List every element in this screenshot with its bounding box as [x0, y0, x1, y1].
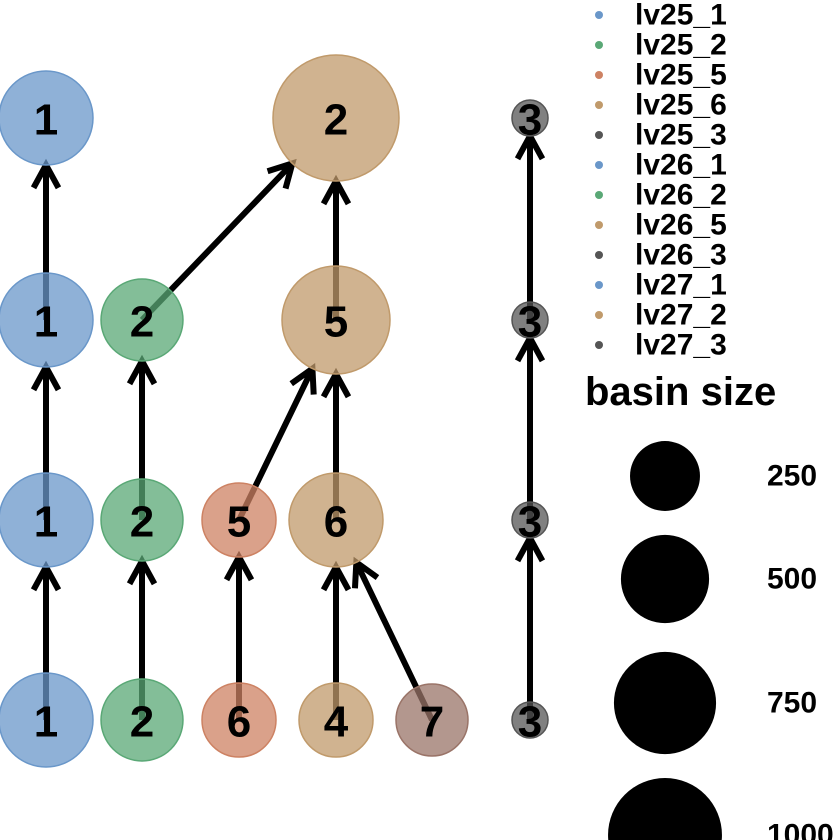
legend-dot — [595, 191, 603, 199]
node-label: 4 — [324, 698, 349, 747]
node-label: 3 — [518, 298, 542, 347]
node-circle — [0, 672, 94, 768]
node-label: 2 — [130, 698, 154, 747]
legend-dot — [595, 161, 603, 169]
nodes: 1 2 3 1 2 5 3 1 2 5 6 3 1 2 6 4 7 3 — [0, 54, 549, 768]
legend-label: lv25_3 — [635, 119, 727, 152]
node-label: 1 — [34, 498, 58, 547]
legend-dot — [595, 11, 603, 19]
size-key-label: 1000 — [767, 819, 834, 840]
node-label: 5 — [324, 298, 348, 347]
size-key — [630, 441, 700, 511]
node-label: 6 — [324, 498, 348, 547]
node-label: 2 — [130, 498, 154, 547]
legend-dot — [595, 281, 603, 289]
node-circle — [100, 678, 184, 762]
legend-dot — [595, 311, 603, 319]
node-circle — [395, 683, 469, 757]
node-label: 1 — [34, 698, 58, 747]
legend-dot — [595, 341, 603, 349]
legend-label: lv26_3 — [635, 239, 727, 272]
node-circle — [511, 301, 549, 339]
legend-label: lv27_2 — [635, 299, 727, 332]
size-legend-title: basin size — [585, 370, 776, 414]
legend-label: lv25_5 — [635, 59, 727, 92]
node-circle — [0, 272, 94, 368]
edge-arrow — [514, 331, 546, 520]
legend-dot — [595, 251, 603, 259]
edge-arrow — [514, 531, 546, 720]
node-circle — [281, 265, 391, 375]
legend-dot — [595, 221, 603, 229]
node-circle — [100, 478, 184, 562]
node-label: 7 — [420, 698, 444, 747]
node-circle — [288, 472, 384, 568]
legend-label: lv25_2 — [635, 29, 727, 62]
node-label: 3 — [518, 698, 542, 747]
size-key — [608, 778, 722, 840]
size-key-label: 750 — [767, 687, 817, 720]
size-key — [613, 651, 717, 755]
size-key — [620, 534, 710, 624]
edge-arrow — [514, 129, 546, 320]
node-label: 3 — [518, 96, 542, 145]
node-label: 5 — [227, 498, 251, 547]
node-circle — [511, 99, 549, 137]
node-circle — [511, 701, 549, 739]
legend-label: lv26_5 — [635, 209, 727, 242]
legend-label: lv25_6 — [635, 89, 727, 122]
node-label: 1 — [34, 298, 58, 347]
node-circle — [298, 682, 374, 758]
legend-label: lv26_2 — [635, 179, 727, 212]
size-key-label: 500 — [767, 563, 817, 596]
legend-dot — [595, 101, 603, 109]
node-circle — [201, 682, 277, 758]
node-circle — [0, 70, 94, 166]
node-label: 2 — [324, 96, 348, 145]
node-label: 2 — [130, 298, 154, 347]
legend-dot — [595, 71, 603, 79]
node-circle — [100, 278, 184, 362]
edges — [30, 129, 546, 722]
node-label: 6 — [227, 698, 251, 747]
legend: basin size lv25_1lv25_2lv25_5lv25_6lv25_… — [585, 0, 834, 840]
size-key-label: 250 — [767, 460, 817, 493]
legend-label: lv27_3 — [635, 329, 727, 362]
legend-label: lv26_1 — [635, 149, 727, 182]
node-circle — [201, 482, 277, 558]
node-circle — [0, 472, 94, 568]
node-circle — [511, 501, 549, 539]
legend-label: lv27_1 — [635, 269, 727, 302]
node-label: 1 — [34, 96, 58, 145]
legend-dot — [595, 41, 603, 49]
node-label: 3 — [518, 498, 542, 547]
legend-label: lv25_1 — [635, 0, 727, 32]
node-circle — [272, 54, 400, 182]
legend-dot — [595, 131, 603, 139]
